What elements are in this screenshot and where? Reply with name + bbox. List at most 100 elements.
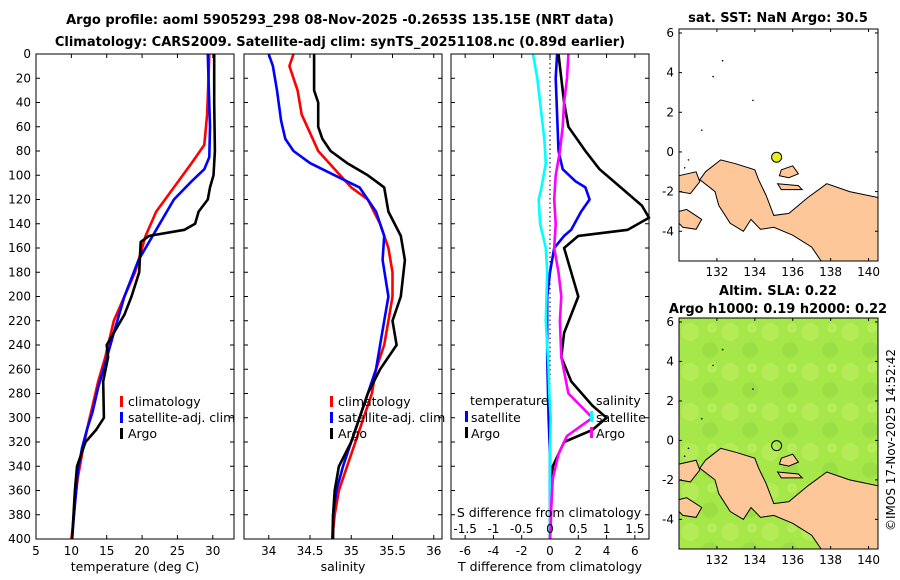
argo-location-marker: [771, 151, 783, 163]
small-island: [687, 447, 690, 450]
series-s-satellite-line: [531, 53, 553, 539]
s-tick-label: 0: [546, 522, 554, 536]
map-y-tick-label: -4: [662, 224, 674, 238]
x-tick-label: -2: [516, 544, 528, 558]
legend-t-satellite-label: satellite: [471, 410, 521, 425]
legend-climatology-label: climatology: [338, 394, 411, 409]
map-x-tick-label: 132: [705, 553, 728, 567]
y-tick-label: 200: [8, 290, 31, 304]
difference-axes-box: [450, 53, 650, 540]
series-satellite-adj-clim-line: [267, 53, 390, 540]
series-s-argo-line: [548, 53, 594, 540]
x-tick-label: -4: [487, 544, 499, 558]
small-island: [700, 129, 703, 131]
s-tick-label: 1.5: [625, 522, 644, 536]
x-tick-label: 10: [64, 544, 79, 558]
x-tick-label: 20: [134, 544, 149, 558]
y-tick-label: 80: [16, 144, 31, 158]
y-tick-label: 40: [16, 96, 31, 110]
series-satellite-adj-clim-line: [70, 53, 212, 540]
sla-map-panel: Altim. SLA: 0.22 Argo h1000: 0.19 h2000:…: [662, 284, 887, 567]
map-x-tick-label: 136: [781, 553, 804, 567]
series-t-argo-line: [548, 53, 651, 540]
map-y-tick-label: -4: [662, 512, 674, 526]
legend-satellite-swatch: [330, 412, 333, 423]
small-island: [687, 159, 690, 161]
y-tick-label: 140: [8, 217, 31, 231]
map-x-tick-label: 140: [857, 553, 880, 567]
series-argo-line: [70, 54, 217, 540]
y-tick-label: 0: [23, 47, 31, 61]
series-climatology-line: [288, 53, 394, 540]
map-y-tick-label: 4: [666, 354, 674, 368]
small-island: [700, 417, 703, 420]
y-tick-label: 360: [8, 484, 31, 498]
difference-legend: temperature satellite Argo salinity sate…: [465, 393, 646, 441]
legend-s-satellite-label: satellite: [596, 410, 646, 425]
legend-s-satellite-swatch: [590, 411, 593, 422]
map-y-tick-label: -2: [662, 185, 674, 199]
y-tick-label: 100: [8, 168, 31, 182]
legend-argo-swatch: [120, 428, 123, 439]
sla-map-axes-box: [678, 317, 879, 550]
s-tick-label: -1: [487, 522, 499, 536]
x-tick-label: 34: [261, 544, 276, 558]
map-y-tick-label: 0: [666, 433, 674, 447]
map-y-tick-label: 2: [666, 105, 674, 119]
sst-map-panel: sat. SST: NaN Argo: 30.5 132 134 136 138 140…: [662, 11, 880, 279]
x-tick-label: 4: [603, 544, 611, 558]
small-island: [683, 167, 686, 169]
y-tick-label: 260: [8, 362, 31, 376]
map-y-tick-label: 0: [666, 145, 674, 159]
figure-title-line1: Argo profile: aoml 5905293_298 08-Nov-20…: [66, 13, 614, 28]
biak-island: [778, 165, 800, 179]
series-argo-line: [312, 54, 407, 539]
y-tick-label: 240: [8, 338, 31, 352]
y-tick-label: 320: [8, 435, 31, 449]
yapen-island: [776, 471, 804, 479]
legend-t-argo-label: Argo: [471, 426, 500, 441]
small-island: [721, 348, 724, 351]
sst-map-axes-box: [678, 28, 879, 262]
x-tick-label: 30: [205, 544, 220, 558]
y-tick-label: 300: [8, 411, 31, 425]
salinity-xlabel: salinity: [321, 559, 366, 574]
waigeo-island: [678, 171, 701, 195]
salinity-plot: 34 34.5 35 35.5 36: [244, 53, 442, 558]
y-tick-label: 180: [8, 265, 31, 279]
x-tick-label: 34.5: [297, 544, 324, 558]
biak-island: [778, 453, 800, 467]
legend-s-argo-label: Argo: [596, 426, 625, 441]
legend-argo-swatch: [330, 428, 333, 439]
y-tick-label: 340: [8, 459, 31, 473]
map-y-tick-label: 4: [666, 66, 674, 80]
x-tick-label: 6: [631, 544, 639, 558]
map-x-tick-label: 136: [781, 265, 804, 279]
map-x-tick-label: 134: [743, 265, 766, 279]
sla-map-title-line1: Altim. SLA: 0.22: [719, 284, 837, 299]
small-island: [683, 455, 686, 458]
x-tick-label: 35: [344, 544, 359, 558]
s-tick-label: -1.5: [453, 522, 476, 536]
legend-argo-label: Argo: [338, 426, 367, 441]
legend-s-argo-swatch: [590, 427, 593, 438]
map-y-tick-label: 6: [666, 315, 674, 329]
y-tick-label: 60: [16, 120, 31, 134]
y-tick-label: 20: [16, 71, 31, 85]
imos-watermark: ©IMOS 17-Nov-2025 14:52:42: [884, 349, 898, 531]
map-x-tick-label: 134: [743, 553, 766, 567]
y-tick-label: 160: [8, 241, 31, 255]
figure-title-line2: Climatology: CARS2009. Satellite-adj cli…: [55, 35, 625, 50]
s-tick-label: -0.5: [510, 522, 533, 536]
x-tick-label: 5: [32, 544, 40, 558]
y-tick-label: 400: [8, 532, 31, 546]
s-tick-label: 0.5: [569, 522, 588, 536]
x-tick-label: 0: [546, 544, 554, 558]
small-island: [721, 59, 724, 62]
map-y-tick-label: 2: [666, 394, 674, 408]
small-island: [752, 99, 754, 102]
sla-map-title-line2: Argo h1000: 0.19 h2000: 0.22: [669, 302, 887, 317]
difference-xlabel: T difference from climatology: [457, 559, 643, 574]
sst-map-title: sat. SST: NaN Argo: 30.5: [688, 11, 868, 26]
